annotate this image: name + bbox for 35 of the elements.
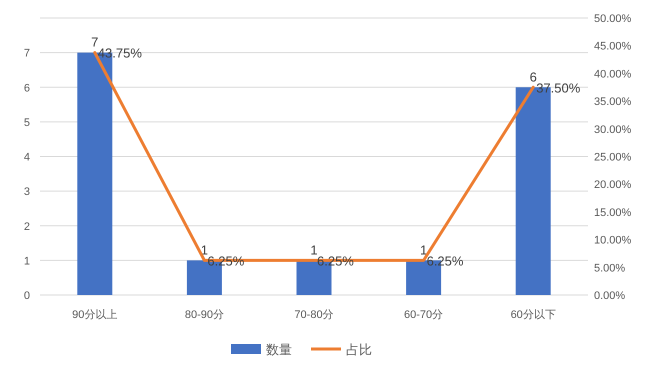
y-tick-label: 0 — [24, 290, 30, 302]
y2-tick-label: 20.00% — [594, 179, 632, 192]
data-label: 6 — [530, 69, 537, 84]
y-tick-label: 2 — [24, 220, 30, 233]
y2-tick-label: 25.00% — [594, 152, 632, 164]
y2-tick-label: 0.00% — [594, 290, 626, 302]
legend-label: 数量 — [266, 342, 292, 357]
y-tick-label: 4 — [24, 152, 30, 164]
y2-tick-label: 50.00% — [594, 13, 632, 25]
y2-tick-label: 45.00% — [594, 40, 632, 53]
data-label: 1 — [310, 242, 318, 258]
y2-tick-label: 35.00% — [594, 96, 632, 108]
data-label: 6.25% — [426, 253, 464, 268]
x-tick-label: 60分以下 — [510, 308, 556, 321]
x-tick-label: 90分以上 — [72, 308, 118, 321]
y-tick-label: 5 — [24, 116, 30, 129]
data-label: 1 — [420, 242, 428, 258]
y-tick-label: 6 — [24, 82, 30, 94]
y2-tick-label: 10.00% — [594, 234, 632, 247]
y2-tick-label: 40.00% — [594, 68, 632, 80]
y2-tick-label: 15.00% — [594, 206, 632, 219]
data-label: 43.75% — [98, 46, 142, 61]
x-tick-label: 70-80分 — [294, 309, 334, 321]
data-label: 7 — [91, 34, 98, 50]
y2-tick-label: 30.00% — [594, 124, 632, 136]
data-label: 6.25% — [207, 253, 245, 268]
x-tick-label: 60-70分 — [404, 309, 444, 321]
data-label: 6.25% — [317, 253, 354, 268]
y-tick-label: 1 — [24, 255, 30, 268]
y2-tick-label: 5.00% — [594, 262, 626, 274]
y-tick-label: 7 — [24, 48, 30, 60]
x-tick-label: 80-90分 — [184, 309, 224, 321]
data-label: 37.50% — [536, 80, 581, 96]
legend-label: 占比 — [346, 342, 372, 357]
y-tick-label: 3 — [24, 186, 30, 198]
